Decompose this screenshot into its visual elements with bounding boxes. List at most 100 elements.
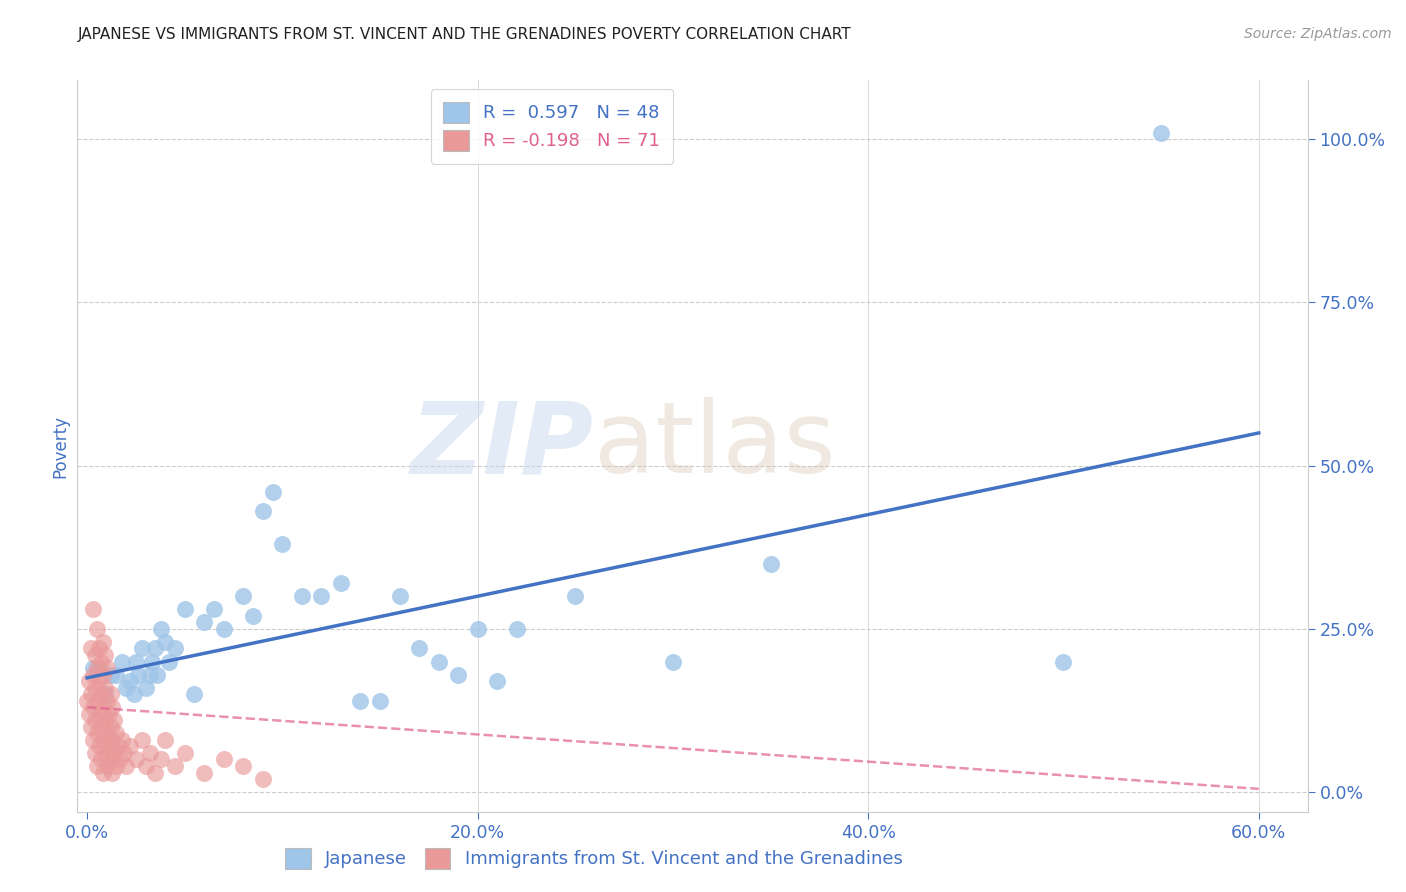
Point xyxy=(91,667,114,681)
Text: atlas: atlas xyxy=(595,398,835,494)
Point xyxy=(111,655,134,669)
Point xyxy=(87,641,110,656)
Point xyxy=(93,714,115,728)
Point xyxy=(100,720,122,734)
Point xyxy=(506,622,529,636)
Point xyxy=(193,615,215,630)
Point xyxy=(252,772,274,786)
Text: ZIP: ZIP xyxy=(411,398,595,494)
Point xyxy=(101,732,124,747)
Point xyxy=(155,635,177,649)
Point xyxy=(97,706,120,721)
Point xyxy=(84,681,107,695)
Point xyxy=(173,746,195,760)
Point xyxy=(155,732,177,747)
Point xyxy=(131,641,153,656)
Point xyxy=(110,752,132,766)
Point xyxy=(105,759,128,773)
Point xyxy=(87,661,110,675)
Point xyxy=(125,655,148,669)
Point xyxy=(138,667,160,681)
Point xyxy=(101,765,124,780)
Point xyxy=(105,726,128,740)
Text: JAPANESE VS IMMIGRANTS FROM ST. VINCENT AND THE GRENADINES POVERTY CORRELATION C: JAPANESE VS IMMIGRANTS FROM ST. VINCENT … xyxy=(77,27,851,42)
Point xyxy=(103,746,125,760)
Point xyxy=(82,667,104,681)
Point xyxy=(86,622,108,636)
Point xyxy=(330,576,353,591)
Point xyxy=(183,687,205,701)
Point xyxy=(120,674,141,689)
Point xyxy=(80,720,103,734)
Point xyxy=(120,739,141,754)
Point xyxy=(193,765,215,780)
Point xyxy=(146,667,169,681)
Point xyxy=(1150,126,1173,140)
Point xyxy=(96,694,118,708)
Point xyxy=(86,661,108,675)
Point xyxy=(91,635,114,649)
Point xyxy=(90,687,112,701)
Point xyxy=(150,622,173,636)
Point xyxy=(141,655,163,669)
Point xyxy=(447,667,470,681)
Point xyxy=(173,602,195,616)
Point xyxy=(107,739,129,754)
Point xyxy=(232,759,254,773)
Point xyxy=(163,641,186,656)
Point xyxy=(87,674,110,689)
Point xyxy=(80,641,103,656)
Point xyxy=(103,714,125,728)
Point xyxy=(163,759,186,773)
Point xyxy=(145,641,167,656)
Point xyxy=(84,648,107,662)
Point xyxy=(349,694,371,708)
Point xyxy=(91,765,114,780)
Point xyxy=(93,681,115,695)
Text: Source: ZipAtlas.com: Source: ZipAtlas.com xyxy=(1244,27,1392,41)
Point xyxy=(86,726,108,740)
Point xyxy=(262,484,284,499)
Point xyxy=(131,732,153,747)
Point xyxy=(82,602,104,616)
Point xyxy=(112,746,135,760)
Point xyxy=(96,759,118,773)
Point xyxy=(96,726,118,740)
Point xyxy=(105,667,128,681)
Point xyxy=(252,504,274,518)
Point xyxy=(93,687,115,701)
Point xyxy=(157,655,180,669)
Point xyxy=(202,602,225,616)
Point xyxy=(90,752,112,766)
Point xyxy=(84,746,107,760)
Point xyxy=(150,752,173,766)
Point xyxy=(100,667,122,681)
Point xyxy=(138,746,160,760)
Point xyxy=(145,765,167,780)
Point xyxy=(77,674,100,689)
Point xyxy=(93,746,115,760)
Point xyxy=(135,681,157,695)
Point xyxy=(115,759,138,773)
Point xyxy=(212,752,235,766)
Point xyxy=(408,641,430,656)
Point xyxy=(564,589,586,603)
Point xyxy=(111,732,134,747)
Point xyxy=(388,589,411,603)
Point xyxy=(87,706,110,721)
Point xyxy=(242,608,264,623)
Point xyxy=(125,752,148,766)
Point xyxy=(232,589,254,603)
Point xyxy=(82,732,104,747)
Point xyxy=(80,687,103,701)
Point xyxy=(271,537,294,551)
Point xyxy=(86,759,108,773)
Point xyxy=(86,694,108,708)
Point xyxy=(467,622,489,636)
Point xyxy=(90,720,112,734)
Point xyxy=(100,687,122,701)
Point xyxy=(100,752,122,766)
Point xyxy=(759,557,782,571)
Point xyxy=(1052,655,1074,669)
Point xyxy=(77,706,100,721)
